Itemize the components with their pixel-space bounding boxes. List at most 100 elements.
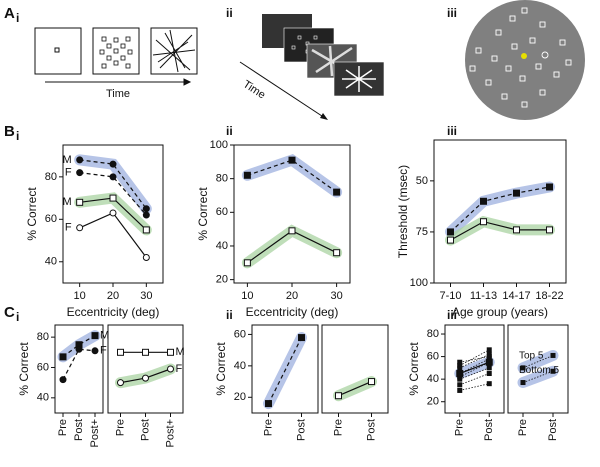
marker (142, 254, 150, 262)
marker (486, 381, 492, 387)
x-tick-label: Pre (262, 419, 274, 436)
marker (480, 218, 487, 226)
x-tick-label: Post (73, 419, 85, 441)
x-tick-label: 30 (140, 290, 152, 302)
marker (457, 382, 463, 388)
marker (457, 363, 463, 369)
marker (513, 189, 520, 197)
marker (142, 211, 150, 219)
marker (117, 379, 124, 387)
marker (520, 365, 526, 371)
series-label: Top 5 (519, 351, 544, 362)
x-tick-label: 10 (241, 290, 253, 302)
y-tick-label: 100 (210, 139, 228, 151)
x-tick-label: Post+ (89, 419, 101, 447)
marker (91, 332, 99, 340)
panel-label: iii (447, 124, 457, 138)
marker (76, 156, 84, 164)
series-label: F (100, 345, 107, 357)
panel-label: iii (447, 308, 457, 322)
series-label: Bottom 5 (519, 365, 559, 376)
y-axis-label: % Correct (196, 187, 210, 241)
marker (486, 365, 492, 371)
marker (288, 227, 296, 235)
marker (265, 400, 272, 408)
y-tick-label: 40 (37, 392, 49, 404)
x-tick-label: 20 (107, 290, 119, 302)
marker (288, 156, 296, 164)
x-tick-label: Pre (332, 419, 344, 436)
series-line (79, 159, 147, 210)
marker (480, 197, 487, 205)
series-line (62, 348, 96, 380)
y-tick-label: 60 (45, 213, 57, 225)
series-line (459, 356, 490, 363)
marker (243, 171, 251, 179)
marker (117, 348, 124, 356)
x-tick-label: Post (547, 419, 559, 441)
x-tick-label: Post (295, 419, 307, 441)
panel-label: A (4, 5, 15, 22)
panel-label: i (16, 129, 19, 143)
marker (546, 226, 553, 234)
x-tick-label: 18-22 (535, 290, 563, 302)
series-label: M (62, 154, 71, 166)
y-axis-label: % Correct (17, 342, 31, 396)
series-label: F (65, 222, 72, 234)
plot-frame (507, 324, 569, 414)
marker (333, 249, 341, 257)
marker (447, 236, 454, 244)
marker (91, 347, 99, 355)
x-tick-label: Post (365, 419, 377, 441)
x-tick-label: Pre (114, 419, 126, 436)
time-label: Time (106, 88, 130, 100)
x-tick-label: 10 (74, 290, 86, 302)
series-line (459, 353, 490, 369)
x-axis-label: Eccentricity (deg) (246, 305, 339, 319)
marker (167, 348, 174, 356)
series-line (522, 355, 554, 369)
panel-label: iii (447, 6, 457, 20)
panel-label: ii (226, 308, 233, 322)
y-tick-label: 40 (45, 256, 57, 268)
marker (485, 358, 493, 366)
marker (76, 169, 84, 177)
y-tick-label: 60 (427, 350, 439, 362)
plot-frame (444, 324, 505, 414)
series-line (459, 349, 490, 366)
series-line (459, 358, 490, 374)
marker (457, 387, 463, 393)
marker (513, 226, 520, 234)
series-label: M (100, 330, 109, 342)
y-tick-label: 20 (216, 274, 228, 286)
series-line (450, 221, 550, 241)
model-band (241, 224, 343, 269)
y-tick-label: 60 (216, 206, 228, 218)
marker (59, 376, 67, 384)
marker (76, 224, 84, 232)
marker (298, 334, 305, 342)
series-label: F (176, 363, 183, 375)
x-tick-label: 11-13 (470, 290, 497, 302)
x-tick-label: Pre (57, 419, 69, 436)
series-line (459, 373, 490, 386)
marker (76, 198, 84, 206)
series-line (459, 367, 490, 380)
marker (59, 353, 67, 361)
schematic-a3 (465, 0, 585, 120)
marker (546, 183, 553, 191)
x-tick-label: 30 (330, 290, 342, 302)
series-line (450, 186, 550, 233)
series-line (338, 381, 372, 397)
series-line (459, 383, 490, 391)
panel-label: ii (226, 124, 233, 138)
x-axis-label: Age group (years) (452, 305, 548, 319)
model-band (241, 154, 343, 198)
series-line (522, 370, 554, 383)
y-tick-label: 75 (416, 226, 428, 238)
marker (447, 228, 454, 236)
y-axis-label: % Correct (25, 187, 39, 241)
x-tick-label: 7-10 (439, 290, 461, 302)
y-tick-label: 40 (427, 373, 439, 385)
panel-label: ii (226, 6, 233, 20)
